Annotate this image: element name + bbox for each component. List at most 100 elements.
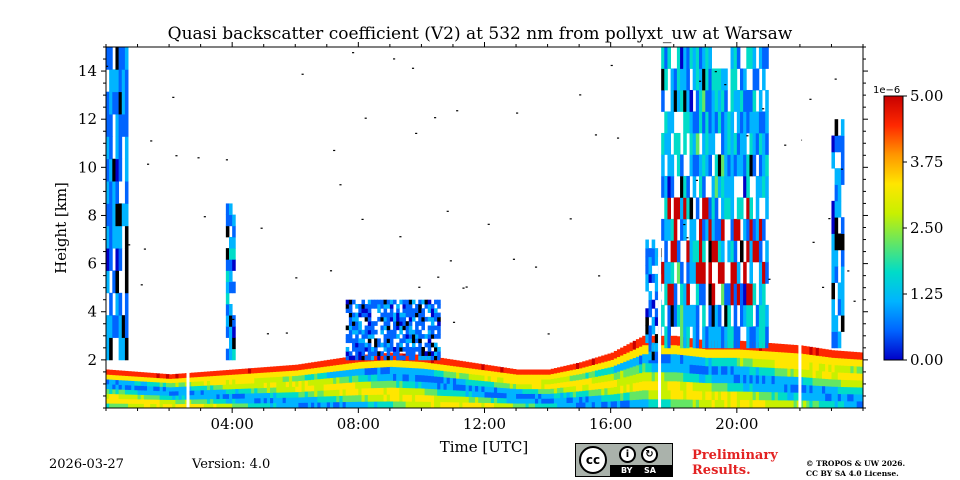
heatmap-cell <box>263 397 268 404</box>
heatmap-cell <box>683 175 687 198</box>
heatmap-cell <box>150 399 154 405</box>
heatmap-cell <box>733 261 738 284</box>
heatmap-cell <box>238 388 243 394</box>
heatmap-cell <box>415 354 419 362</box>
heatmap-cell <box>815 347 820 356</box>
heatmap-cell <box>771 359 776 368</box>
heatmap-cell <box>711 399 716 409</box>
heatmap-cell <box>705 382 709 392</box>
heatmap-cell <box>698 356 703 366</box>
heatmap-cell <box>266 387 271 393</box>
heatmap-cell <box>840 372 845 380</box>
heatmap-cell <box>273 381 277 388</box>
heatmap-cell <box>821 356 826 364</box>
heatmap-cell <box>452 383 457 391</box>
heatmap-cell <box>121 47 126 70</box>
heatmap-cell <box>229 248 233 260</box>
heatmap-cell <box>282 370 287 377</box>
heatmap-cell <box>121 69 126 93</box>
heatmap-cell <box>203 403 208 409</box>
heatmap-noise <box>225 159 228 161</box>
heatmap-cell <box>818 355 823 364</box>
heatmap-cell <box>134 394 138 400</box>
heatmap-cell <box>752 47 757 69</box>
heatmap-cell <box>232 315 236 327</box>
heatmap-cell <box>266 371 271 378</box>
heatmap-cell <box>153 373 157 378</box>
heatmap-cell <box>743 175 747 198</box>
heatmap-cell <box>762 375 766 384</box>
heatmap-cell <box>147 390 151 396</box>
heatmap-cell <box>591 377 596 384</box>
heatmap-cell <box>317 390 321 397</box>
heatmap-cell <box>721 374 725 384</box>
heatmap-cell <box>711 68 716 91</box>
heatmap-cell <box>506 378 511 384</box>
heatmap-cell <box>229 281 233 294</box>
heatmap-cell <box>118 384 123 390</box>
heatmap-cell <box>370 321 375 326</box>
heatmap-cell <box>484 370 489 376</box>
heatmap-cell <box>181 403 186 409</box>
heatmap-cell <box>270 402 274 409</box>
heatmap-cell <box>711 197 716 220</box>
heatmap-cell <box>440 370 444 378</box>
heatmap-cell <box>840 298 845 316</box>
heatmap-cell <box>402 374 407 382</box>
heatmap-cell <box>784 360 788 369</box>
heatmap-cell <box>736 382 741 392</box>
heatmap-cell <box>345 355 350 361</box>
heatmap-cell <box>705 374 709 384</box>
heatmap-cell <box>591 370 596 378</box>
heatmap-cell <box>106 114 110 137</box>
heatmap-cell <box>282 386 287 393</box>
heatmap-cell <box>143 399 148 404</box>
heatmap-cell <box>585 390 589 397</box>
heatmap-cell <box>639 399 643 409</box>
heatmap-cell <box>383 299 388 305</box>
cc-license-badge[interactable]: cc i ↻ BY SA <box>575 443 673 477</box>
heatmap-cell <box>232 248 236 260</box>
heatmap-cell <box>708 47 712 69</box>
heatmap-cell <box>670 111 675 134</box>
heatmap-cell <box>115 91 120 115</box>
heatmap-noise <box>172 96 175 98</box>
heatmap-cell <box>320 372 325 379</box>
heatmap-cell <box>771 375 776 385</box>
heatmap-cell <box>370 381 375 389</box>
heatmap-cell <box>471 374 476 381</box>
heatmap-cell <box>339 370 343 378</box>
heatmap-cell <box>150 390 154 396</box>
heatmap-cell <box>188 372 192 378</box>
heatmap-cell <box>225 374 230 380</box>
heatmap-cell <box>143 381 148 387</box>
heatmap-cell <box>415 338 419 344</box>
heatmap-cell <box>118 47 123 70</box>
heatmap-cell <box>475 396 479 403</box>
heatmap-cell <box>468 402 473 409</box>
heatmap-cell <box>437 370 441 377</box>
heatmap-cell <box>383 373 388 381</box>
heatmap-cell <box>389 380 394 388</box>
heatmap-cell <box>746 374 750 384</box>
heatmap-cell <box>165 374 170 379</box>
heatmap-cell <box>254 392 258 399</box>
heatmap-cell <box>676 89 681 112</box>
heatmap-cell <box>714 374 719 384</box>
heatmap-cell <box>109 225 113 249</box>
heatmap-cell <box>162 390 167 396</box>
heatmap-cell <box>225 303 230 316</box>
heatmap-cell <box>124 403 129 409</box>
heatmap-cell <box>736 132 741 155</box>
heatmap-cell <box>194 381 198 387</box>
heatmap-cell <box>393 329 397 335</box>
heatmap-cell <box>225 403 230 409</box>
heatmap-cell <box>446 395 451 403</box>
heatmap-cell <box>383 380 388 388</box>
heatmap-cell <box>563 381 567 388</box>
heatmap-cell <box>686 355 690 365</box>
heatmap-cell <box>421 355 425 361</box>
heatmap-cell <box>374 351 378 356</box>
heatmap-cell <box>547 393 552 399</box>
heatmap-cell <box>724 399 728 409</box>
